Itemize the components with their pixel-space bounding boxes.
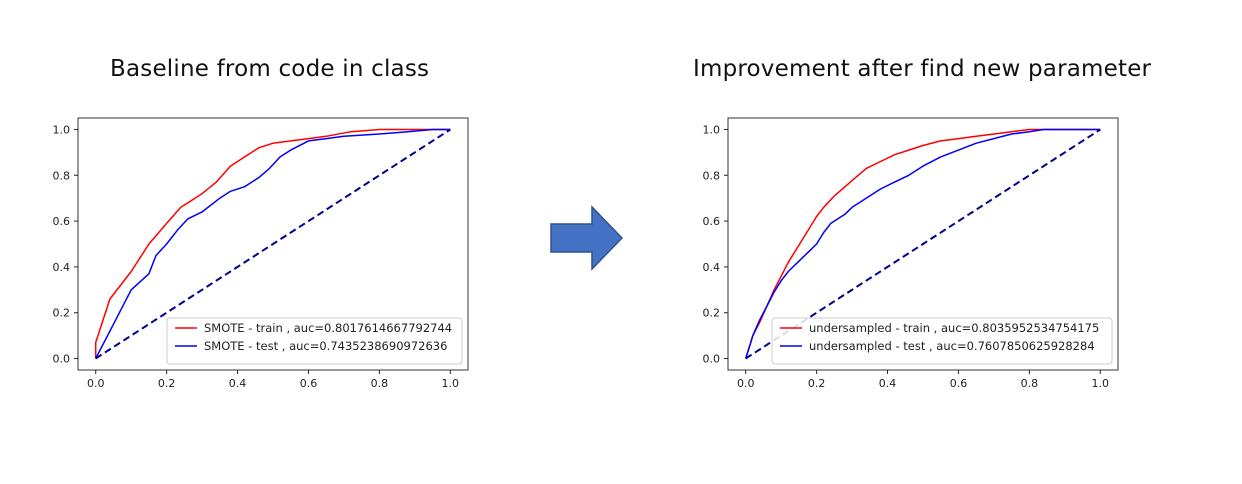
- baseline-roc-chart: 0.0 0.2 0.4 0.6 0.8 1.0 0.0 0.2 0.4 0.6 0.8 1.0 SMOT…: [53, 117, 469, 390]
- y-tick-label: 1.0: [53, 123, 71, 136]
- legend-box: [771, 317, 1113, 365]
- right-chart-title: Improvement after find new parameter: [693, 56, 1152, 82]
- y-tick-label: 0.2: [703, 307, 721, 320]
- y-tick-label: 0.2: [53, 307, 71, 320]
- x-tick-label: 0.8: [1021, 377, 1039, 390]
- x-tick-label: 0.2: [158, 377, 176, 390]
- improved-roc-chart: 0.0 0.2 0.4 0.6 0.8 1.0 0.0 0.2 0.4 0.6 0.8 1.0 unde…: [703, 117, 1119, 390]
- x-tick-label: 0.4: [879, 377, 897, 390]
- x-tick-label: 0.8: [371, 377, 389, 390]
- right-arrow-icon: [550, 205, 624, 271]
- x-tick-label: 0.2: [808, 377, 826, 390]
- legend-entry: SMOTE - test , auc=0.7435238690972636: [204, 339, 447, 353]
- train-roc-line: [94, 128, 451, 359]
- x-tick-label: 1.0: [1092, 377, 1110, 390]
- legend-entry: undersampled - train , auc=0.80359525347…: [809, 321, 1099, 335]
- legend-entry: SMOTE - train , auc=0.8017614667792744: [204, 321, 452, 335]
- left-chart-title: Baseline from code in class: [110, 56, 430, 82]
- x-tick-label: 1.0: [442, 377, 460, 390]
- test-roc-line: [744, 128, 1101, 359]
- legend-entry: undersampled - test , auc=0.760785062592…: [809, 339, 1095, 353]
- right-arrow-shape: [550, 205, 624, 271]
- plot-frame: [727, 117, 1119, 371]
- y-tick-label: 0.6: [53, 215, 71, 228]
- y-tick-label: 0.6: [703, 215, 721, 228]
- y-tick-label: 1.0: [703, 123, 721, 136]
- y-tick-label: 0.4: [53, 261, 71, 274]
- x-tick-label: 0.0: [737, 377, 755, 390]
- y-tick-label: 0.4: [703, 261, 721, 274]
- x-tick-label: 0.6: [950, 377, 968, 390]
- plot-frame: [77, 117, 469, 371]
- y-tick-label: 0.8: [53, 169, 71, 182]
- x-tick-label: 0.0: [87, 377, 105, 390]
- x-tick-label: 0.6: [300, 377, 318, 390]
- y-tick-label: 0.0: [53, 353, 71, 366]
- y-tick-label: 0.0: [703, 353, 721, 366]
- x-tick-label: 0.4: [229, 377, 247, 390]
- test-roc-line: [95, 128, 451, 359]
- legend-box: [166, 317, 463, 365]
- y-tick-label: 0.8: [703, 169, 721, 182]
- diagonal-reference-line: [95, 128, 451, 360]
